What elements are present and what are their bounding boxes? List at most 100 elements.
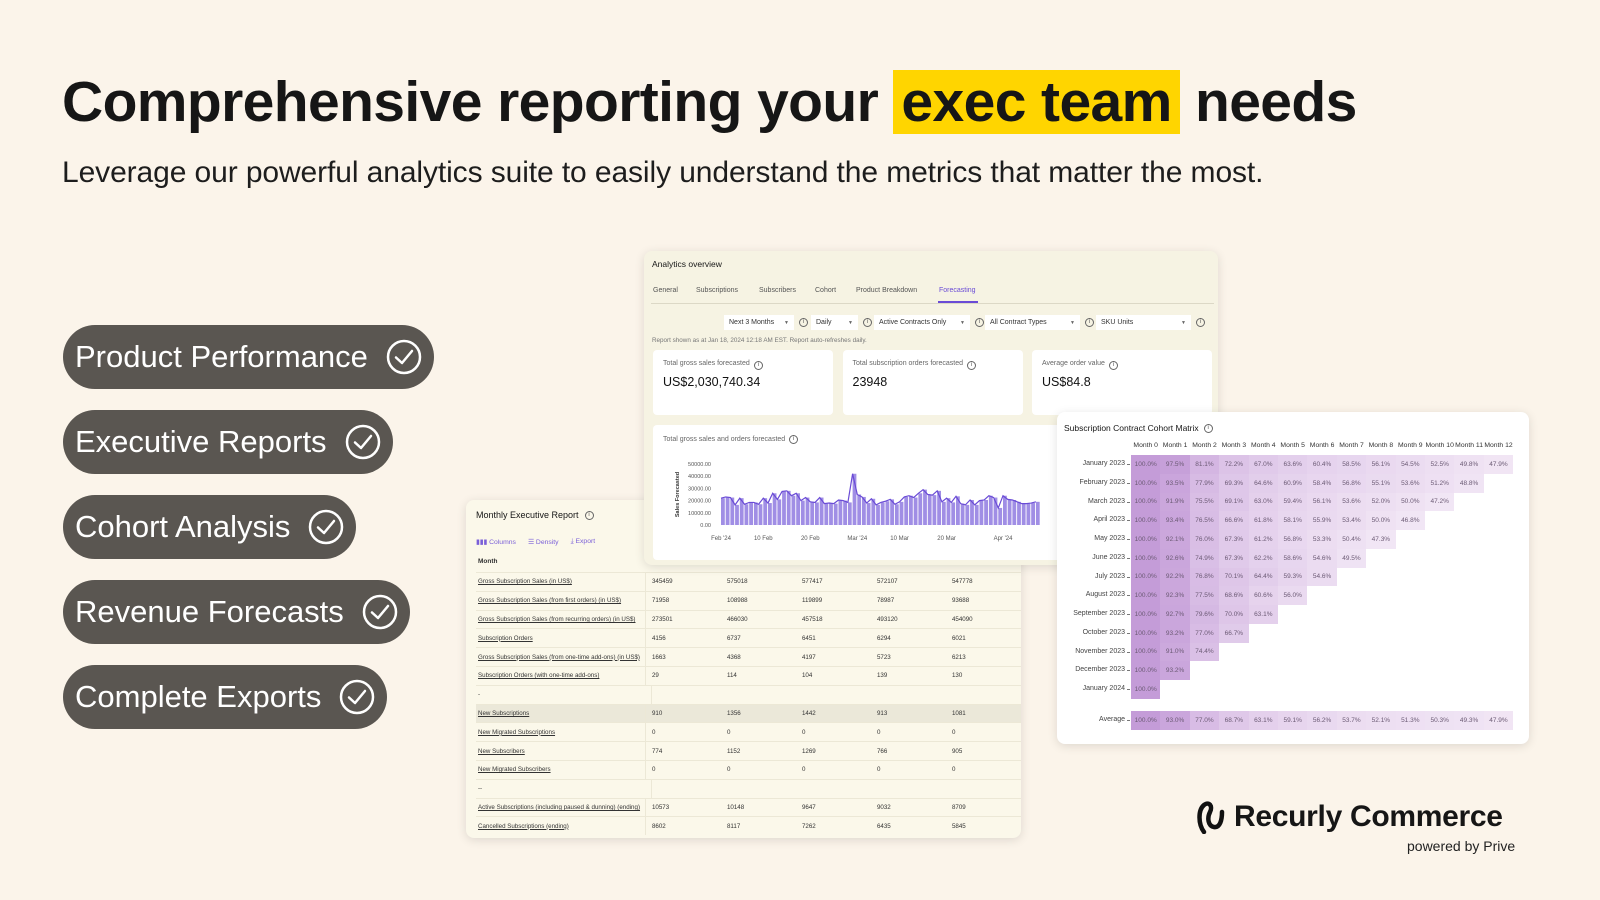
chart-bar: [1007, 499, 1012, 525]
chart-bar: [782, 491, 786, 525]
chart-bar: [974, 504, 979, 525]
columns-label: Columns: [489, 539, 516, 546]
chart-bar: [847, 502, 852, 525]
table-cell: 9647: [801, 803, 816, 811]
chart-bar: [937, 490, 941, 525]
cohort-cell: 92.7%: [1160, 605, 1190, 624]
info-icon[interactable]: i: [799, 318, 808, 327]
cohort-row-label: February 2023: [1079, 478, 1125, 486]
month-column-header[interactable]: Month: [478, 558, 498, 565]
filter-select[interactable]: Daily ▼: [811, 315, 858, 330]
row-label[interactable]: Subscription Orders (with one-time add-o…: [476, 667, 646, 685]
cohort-cell: 67.3%: [1219, 530, 1249, 549]
cohort-cell: 63.0%: [1248, 492, 1278, 512]
info-icon[interactable]: i: [967, 361, 976, 370]
cohort-cell: 61.8%: [1248, 511, 1278, 530]
cohort-cell: 54.6%: [1307, 567, 1337, 587]
info-icon[interactable]: i: [753, 361, 763, 370]
row-label[interactable]: Gross Subscription Sales (from one-time …: [476, 648, 646, 666]
cohort-row-label: July 2023: [1095, 572, 1125, 580]
cohort-title-wrap: Subscription Contract Cohort Matrix i: [1064, 423, 1213, 433]
chevron-down-icon: ▼: [960, 319, 965, 326]
cohort-cell: 74.9%: [1189, 548, 1220, 568]
row-label[interactable]: New Migrated Subscriptions: [476, 723, 646, 742]
x-tick-label: Mar '24: [847, 536, 867, 542]
chart-bar: [763, 498, 768, 525]
cohort-cell: 77.0%: [1189, 623, 1220, 643]
cohort-cell: 64.6%: [1248, 473, 1278, 493]
info-icon[interactable]: i: [789, 435, 799, 444]
cohort-cell: 92.2%: [1160, 567, 1190, 587]
chart-bar: [857, 494, 862, 525]
cohort-cell: 81.1%: [1189, 455, 1220, 474]
cohort-cell: 58.4%: [1307, 473, 1337, 493]
table-cell: 0: [951, 766, 956, 774]
table-row: --: [476, 778, 1021, 798]
tab-forecasting[interactable]: Forecasting: [939, 287, 976, 294]
row-label[interactable]: Gross Subscription Sales (from first ord…: [476, 591, 646, 610]
info-icon[interactable]: i: [975, 318, 984, 327]
info-icon[interactable]: i: [863, 318, 872, 327]
tick-mark: [1127, 595, 1130, 597]
table-cell: 8117: [726, 822, 741, 830]
y-axis-label: Sales Forecasted: [675, 472, 681, 517]
filter-select[interactable]: Active Contracts Only ▼: [874, 315, 970, 330]
info-icon[interactable]: i: [1108, 361, 1118, 370]
chart-bar: [749, 502, 753, 525]
chart-bar: [805, 497, 810, 525]
export-button[interactable]: ⤓ Export: [570, 538, 596, 545]
chart-bar: [815, 502, 819, 525]
tab-general[interactable]: General: [653, 287, 678, 294]
tab-product-breakdown[interactable]: Product Breakdown: [856, 287, 918, 294]
chart-title: Total gross sales and orders forecasted: [663, 436, 786, 443]
cohort-cell: 72.2%: [1219, 455, 1249, 474]
row-label[interactable]: Gross Subscription Sales (from recurring…: [476, 610, 646, 629]
table-cell: 1152: [726, 747, 741, 755]
row-label[interactable]: New Subscribers: [476, 742, 646, 760]
row-label[interactable]: New Subscriptions: [476, 704, 646, 723]
row-label[interactable]: Active Subscriptions (including paused &…: [476, 798, 646, 817]
table-row: Subscription Orders 4156 6737 6451 6294 6021: [476, 628, 1021, 648]
cohort-cell: 76.8%: [1189, 567, 1220, 587]
row-label[interactable]: Cancelled Subscriptions (ending): [476, 817, 646, 836]
table-cell: 345459: [651, 578, 673, 586]
table-row: Gross Subscription Sales (from first ord…: [476, 590, 1021, 610]
tab-cohort[interactable]: Cohort: [815, 287, 837, 294]
filter-select[interactable]: Next 3 Months ▼: [724, 315, 794, 330]
row-label[interactable]: New Migrated Subscribers: [476, 761, 646, 779]
tick-mark: [1127, 651, 1130, 653]
tab-subscriptions[interactable]: Subscriptions: [696, 287, 739, 294]
cohort-cell: 56.1%: [1366, 455, 1396, 474]
chart-bar: [993, 497, 998, 525]
density-button[interactable]: ☰ Density: [527, 539, 559, 546]
table-row: Gross Subscription Sales (in US$) 345459 5…: [476, 572, 1021, 591]
brand-logo: Recurly Commerce: [1196, 800, 1503, 834]
info-icon[interactable]: i: [1196, 318, 1205, 327]
cohort-row-label: September 2023: [1073, 610, 1125, 617]
row-label[interactable]: Gross Subscription Sales (in US$): [476, 573, 646, 591]
table-cell: 9032: [876, 803, 891, 811]
analytics-title: Analytics overview: [652, 259, 722, 269]
cohort-column-header: Month 5: [1280, 442, 1305, 449]
columns-button[interactable]: ▮▮▮ Columns: [476, 539, 516, 546]
filter-select[interactable]: SKU Units ▼: [1096, 315, 1191, 330]
info-icon[interactable]: i: [584, 510, 594, 520]
table-row: New Subscriptions 910 1356 1442 913 1081: [476, 703, 1021, 723]
cohort-cell: 77.0%: [1189, 711, 1220, 730]
cohort-column-header: Month 1: [1162, 442, 1188, 449]
cohort-cell: 53.7%: [1336, 711, 1367, 730]
filter-select[interactable]: All Contract Types ▼: [985, 315, 1080, 330]
row-label[interactable]: Subscription Orders: [476, 629, 646, 648]
cohort-cell: 68.7%: [1219, 711, 1249, 730]
cohort-cell: 56.8%: [1278, 530, 1308, 549]
info-icon[interactable]: i: [1085, 318, 1094, 327]
chart-bar: [1017, 501, 1021, 525]
chart-bar: [1031, 503, 1035, 525]
cohort-matrix-panel: Subscription Contract Cohort Matrix i Mo…: [1057, 412, 1529, 744]
chart-bar: [984, 499, 988, 525]
table-cell: 8602: [651, 822, 666, 830]
cohort-cell: 58.6%: [1278, 548, 1308, 568]
chart-bar: [843, 500, 847, 525]
tab-subscribers[interactable]: Subscribers: [759, 287, 796, 294]
info-icon[interactable]: i: [1203, 423, 1213, 433]
